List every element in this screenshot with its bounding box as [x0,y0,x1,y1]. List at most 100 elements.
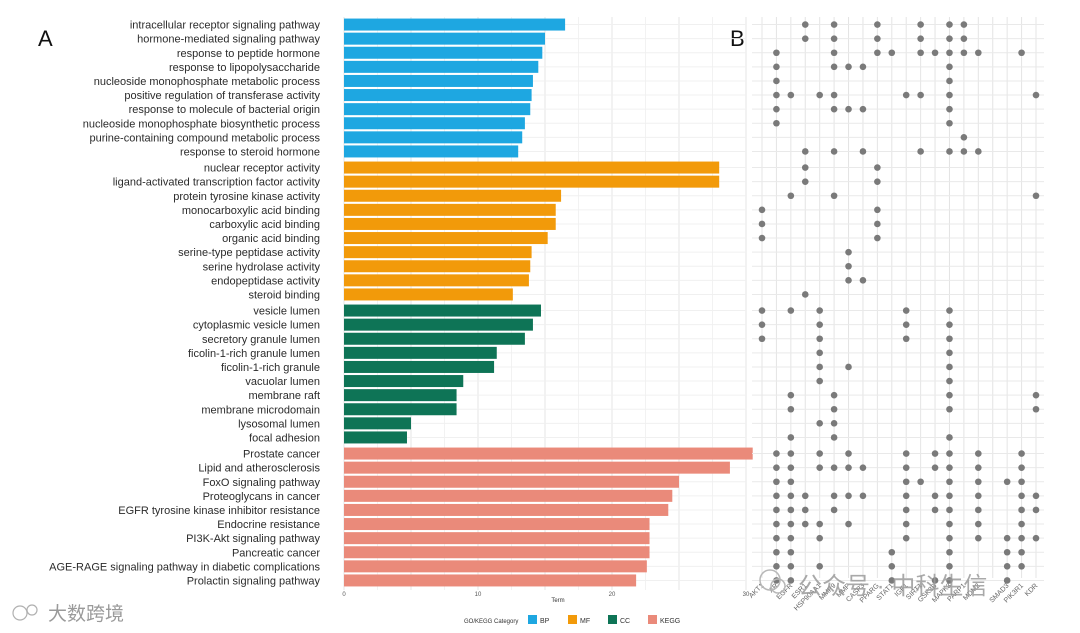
dot [816,363,823,371]
dot [946,63,953,71]
bar [344,74,533,87]
dot [946,563,953,570]
term-label: response to peptide hormone [177,48,320,60]
dot [902,506,910,514]
dot [946,119,953,127]
dot [816,450,823,457]
term-label: organic acid binding [222,233,320,245]
bar [344,475,679,488]
dot [946,464,953,471]
term-label: secretory granule lumen [202,334,320,346]
dot [787,506,795,514]
dot [758,206,766,214]
watermark-logo-icon [12,605,28,621]
dot [830,391,838,399]
dot [975,492,982,500]
x-tick-label: 30 [743,592,750,598]
dot [816,520,823,528]
dot [946,91,953,99]
dot [773,63,780,71]
bar [344,46,543,59]
term-label: purine-containing compound metabolic pro… [89,132,320,144]
dot [859,63,867,71]
term-label: Pancreatic cancer [232,547,320,559]
dot [787,577,795,584]
term-label: serine-type peptidase activity [178,247,320,259]
bar [344,560,647,573]
dot [787,464,795,471]
dot [1018,49,1025,57]
bar [344,389,457,402]
dot [946,105,953,113]
term-label: positive regulation of transferase activ… [124,90,320,102]
dot [758,307,766,314]
dot [773,450,780,457]
dot [946,77,953,85]
bar [344,246,532,259]
dot [1018,506,1025,514]
dot [801,148,809,155]
term-label: nucleoside monophosphate biosynthetic pr… [83,118,321,130]
dot [975,520,982,528]
term-label: Lipid and atherosclerosis [198,463,320,475]
dot [902,307,910,314]
dot [845,105,852,113]
dot [801,291,809,298]
bar [344,189,562,202]
dot [816,335,823,343]
dot [773,49,780,57]
term-label: membrane raft [248,390,320,402]
dot [773,520,780,528]
dot [902,321,910,328]
dot [931,450,939,457]
legend-label: BP [540,618,550,625]
dot [888,563,896,570]
term-label: EGFR tyrosine kinase inhibitor resistanc… [118,505,320,517]
dot [830,105,838,113]
watermark-right: 公众号 · 中科生信 [759,569,987,600]
dot [859,105,867,113]
bar [344,532,650,545]
bar [344,161,720,174]
dot [975,506,982,514]
dot [845,464,852,471]
x-tick-label: 20 [609,592,616,598]
term-label: ligand-activated transcription factor ac… [113,177,321,189]
dot [773,506,780,514]
dot [1032,534,1040,542]
dot [946,363,953,371]
term-label: response to steroid hormone [180,146,320,158]
dot [787,405,795,413]
bar [344,32,545,45]
dot [859,492,867,500]
dot [946,335,953,343]
dot [787,492,795,500]
dot [1018,450,1025,457]
bar [344,518,650,531]
term-label: intracellular receptor signaling pathway [130,20,321,32]
dot [1018,520,1025,528]
dot [902,534,910,542]
dot [845,520,852,528]
dot [801,492,809,500]
dot [946,548,953,556]
dot [773,105,780,113]
bar [344,489,673,502]
dot [801,178,809,185]
panel-a-letter: A [38,26,53,51]
dot [787,534,795,542]
dot [917,21,924,28]
x-tick-label: 0 [342,592,346,598]
dot [773,478,780,486]
term-label: protein tyrosine kinase activity [173,191,320,203]
term-label: monocarboxylic acid binding [182,205,320,217]
term-label: Prostate cancer [243,449,320,461]
dot [845,262,852,270]
term-label: Endocrine resistance [217,519,320,531]
dot [1003,563,1011,570]
dot [1032,91,1040,99]
dot [874,206,881,214]
term-label: focal adhesion [249,432,320,444]
dot [946,520,953,528]
legend-swatch [608,615,617,624]
